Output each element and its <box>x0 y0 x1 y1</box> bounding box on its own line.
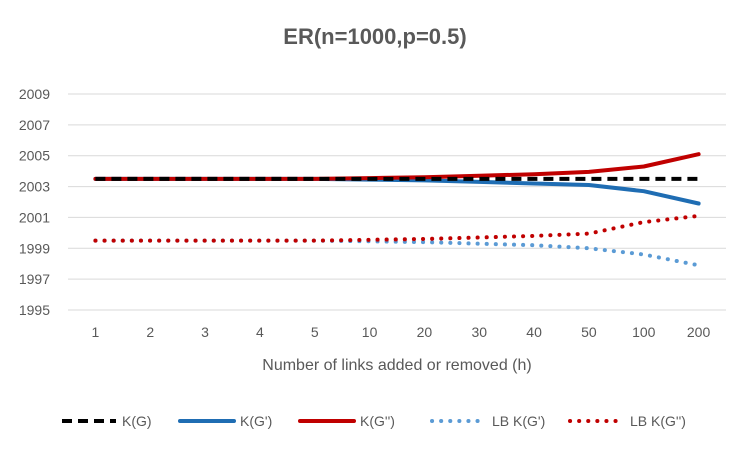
legend-label: K(G) <box>122 413 152 429</box>
legend-label: K(G') <box>240 413 272 429</box>
x-tick-label: 200 <box>687 324 711 340</box>
y-tick-label: 2009 <box>19 86 50 102</box>
gridlines <box>68 93 726 280</box>
x-axis-label: Number of links added or removed (h) <box>262 357 531 374</box>
legend-label: LB K(G') <box>492 413 545 429</box>
y-tick-label: 2001 <box>19 209 50 225</box>
x-tick-label: 3 <box>201 324 209 340</box>
x-tick-label: 40 <box>526 324 542 340</box>
legend-label: LB K(G'') <box>630 413 686 429</box>
series-lines <box>93 152 701 268</box>
series-line-lb-k-g- <box>93 238 701 268</box>
legend: K(G) K(G') K(G'') LB K(G') LB K(G'') <box>62 413 686 429</box>
x-tick-label: 4 <box>256 324 264 340</box>
legend-label: K(G'') <box>360 413 395 429</box>
y-tick-label: 1995 <box>19 302 50 318</box>
x-tick-label: 20 <box>417 324 433 340</box>
x-tick-label: 50 <box>581 324 597 340</box>
y-tick-label: 2005 <box>19 148 50 164</box>
y-tick-label: 2003 <box>19 179 50 195</box>
y-tick-label: 2007 <box>19 117 50 133</box>
chart-title: ER(n=1000,p=0.5) <box>283 24 466 49</box>
x-tick-label: 5 <box>311 324 319 340</box>
x-tick-label: 2 <box>146 324 154 340</box>
series-line-k-g- <box>93 176 701 206</box>
y-axis-ticks: 1995 1997 1999 2001 2003 2005 2007 2009 <box>19 86 50 318</box>
x-tick-label: 30 <box>471 324 487 340</box>
y-tick-label: 1999 <box>19 240 50 256</box>
x-tick-label: 1 <box>92 324 100 340</box>
x-axis-ticks: 1 2 3 4 5 10 20 30 40 50 100 200 <box>92 324 711 340</box>
series-line-k-g- <box>93 152 701 181</box>
y-tick-label: 1997 <box>19 271 50 287</box>
x-tick-label: 10 <box>362 324 378 340</box>
x-tick-label: 100 <box>632 324 656 340</box>
series-line-lb-k-g- <box>93 213 701 243</box>
